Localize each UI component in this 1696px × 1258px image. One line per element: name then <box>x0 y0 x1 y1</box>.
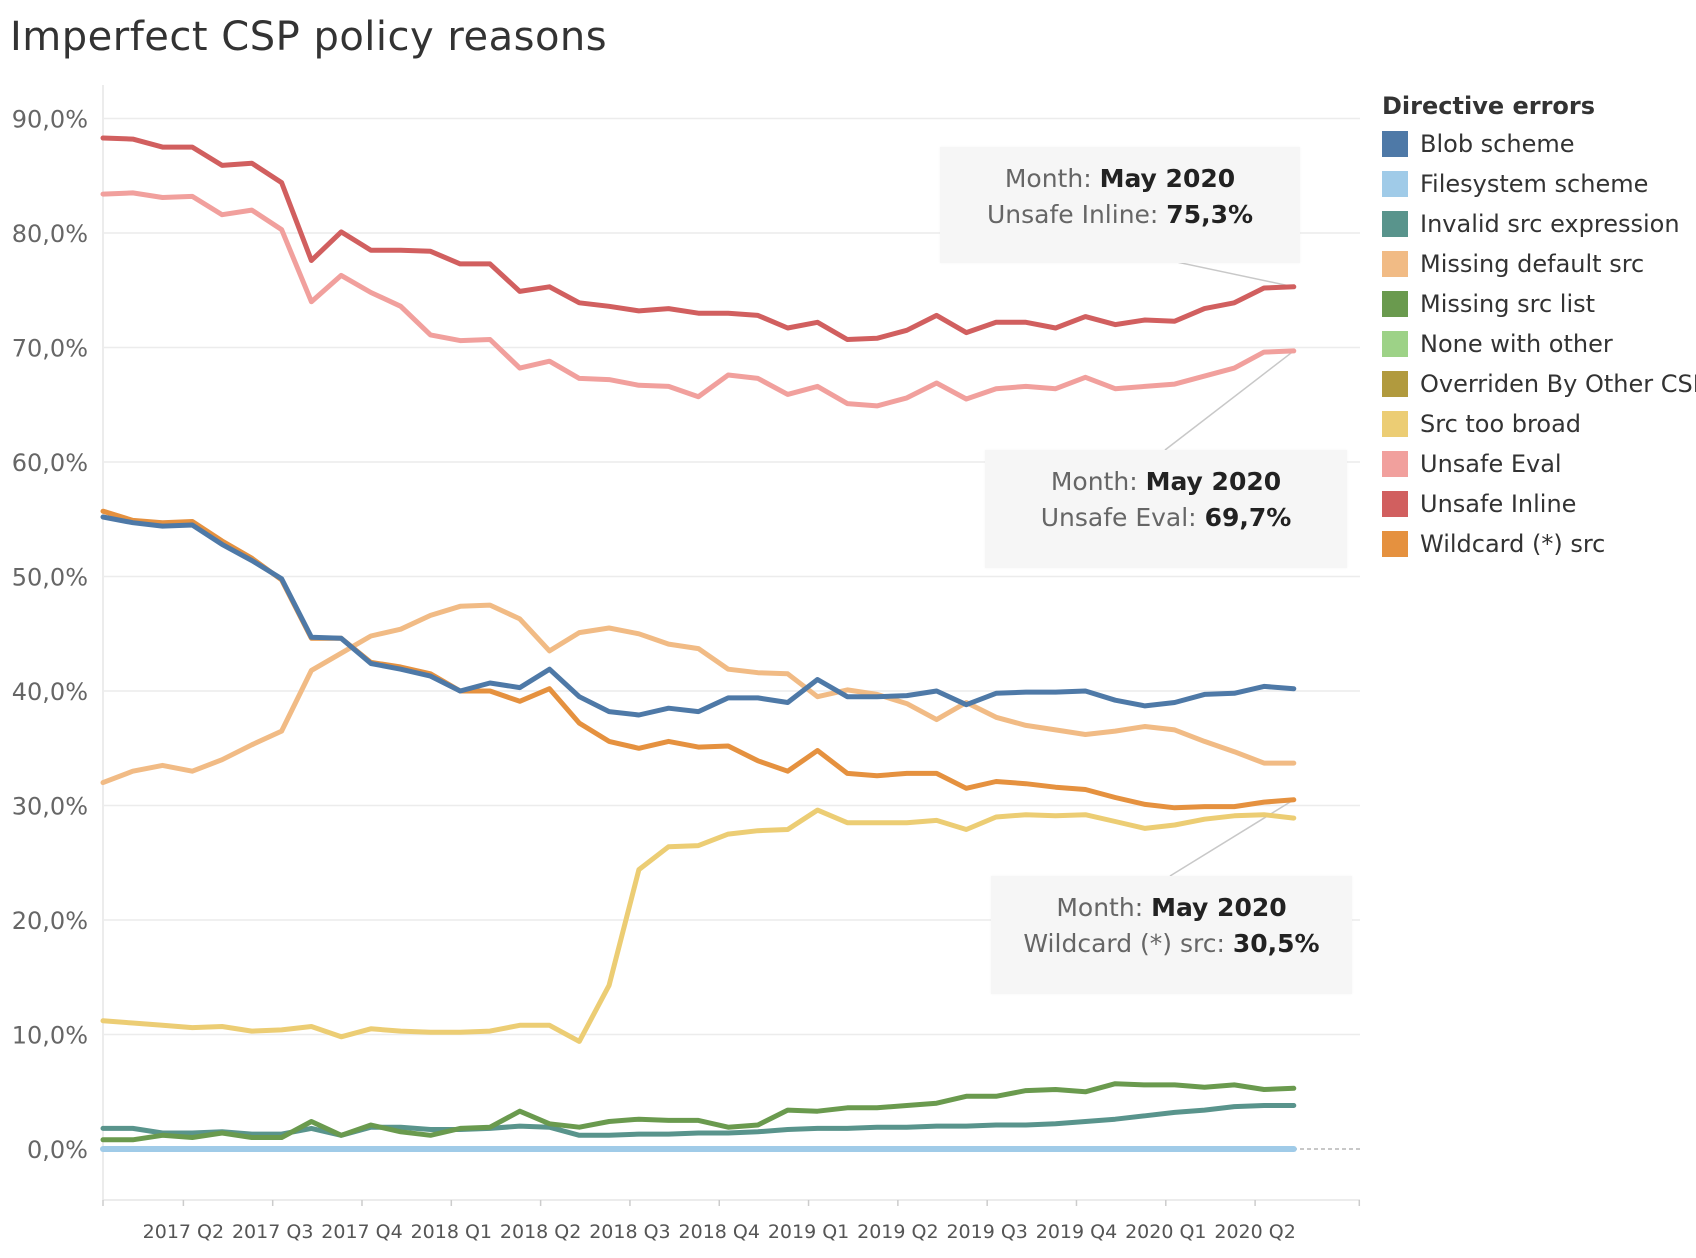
legend-swatch <box>1382 451 1408 477</box>
chart-title: Imperfect CSP policy reasons <box>10 14 608 60</box>
y-tick-label: 40,0% <box>12 678 88 706</box>
legend-label: Filesystem scheme <box>1420 170 1649 198</box>
y-tick-label: 0,0% <box>27 1136 88 1164</box>
legend-label: Missing default src <box>1420 250 1645 278</box>
series-line-missing-src-list <box>100 1081 1297 1143</box>
x-tick-label: 2018 Q3 <box>589 1221 670 1243</box>
legend-item[interactable]: Unsafe Inline <box>1382 484 1696 524</box>
x-tick-label: 2020 Q1 <box>1125 1221 1206 1243</box>
legend-item[interactable]: Overriden By Other CSP <box>1382 364 1696 404</box>
legend-swatch <box>1382 531 1408 557</box>
legend-label: Blob scheme <box>1420 130 1575 158</box>
line-chart: 0,0% 10,0% 20,0% 30,0% 40,0% 50,0% 60,0% 70,0% 8… <box>12 85 1361 1243</box>
x-tick-label: 2019 Q2 <box>857 1221 938 1243</box>
y-tick-label: 30,0% <box>12 793 88 821</box>
tooltip-series-label: Unsafe Eval: <box>1040 503 1197 532</box>
legend-item[interactable]: Src too broad <box>1382 404 1696 444</box>
y-tick-label: 20,0% <box>12 907 88 935</box>
tooltip-month-label: Month: <box>1004 164 1092 193</box>
legend-label: Src too broad <box>1420 410 1582 438</box>
x-tick-label: 2018 Q4 <box>679 1221 760 1243</box>
y-tick-label: 60,0% <box>12 449 88 477</box>
x-tick-label: 2017 Q3 <box>232 1221 313 1243</box>
x-tick-label: 2019 Q3 <box>946 1221 1027 1243</box>
legend-label: None with other <box>1420 330 1613 358</box>
y-tick-label: 70,0% <box>12 335 88 363</box>
series-line-invalid-src-expression <box>100 1103 1297 1138</box>
tooltip-value: 75,3% <box>1166 200 1254 229</box>
tooltip-month-label: Month: <box>1056 893 1144 922</box>
tooltip-month: May 2020 <box>1099 164 1236 193</box>
series-line-src-too-broad <box>100 807 1297 1044</box>
legend-item[interactable]: Wildcard (*) src <box>1382 524 1696 564</box>
legend-swatch <box>1382 371 1408 397</box>
legend-label: Missing src list <box>1420 290 1596 318</box>
series-line-blob-scheme <box>100 514 1297 718</box>
series-line-unsafe-eval <box>100 190 1297 409</box>
x-tick-label: 2019 Q1 <box>768 1221 849 1243</box>
legend-item[interactable]: None with other <box>1382 324 1696 364</box>
x-tick-label: 2018 Q1 <box>411 1221 492 1243</box>
legend-swatch <box>1382 211 1408 237</box>
legend-swatch <box>1382 171 1408 197</box>
legend-label: Overriden By Other CSP <box>1420 370 1696 398</box>
tooltip-value: 30,5% <box>1232 929 1320 958</box>
legend-swatch <box>1382 491 1408 517</box>
legend: Directive errors Blob scheme Filesystem s… <box>1382 92 1696 564</box>
legend-swatch <box>1382 331 1408 357</box>
legend-label: Invalid src expression <box>1420 210 1680 238</box>
legend-item[interactable]: Unsafe Eval <box>1382 444 1696 484</box>
tooltip-connector <box>1169 799 1295 877</box>
y-tick-label: 90,0% <box>12 106 88 134</box>
tooltip-value: 69,7% <box>1204 503 1292 532</box>
legend-item[interactable]: Missing src list <box>1382 284 1696 324</box>
legend-swatch <box>1382 251 1408 277</box>
x-tick-label: 2019 Q4 <box>1036 1221 1117 1243</box>
legend-item[interactable]: Blob scheme <box>1382 124 1696 164</box>
tooltip-wildcard-src: Month: May 2020 Wildcard (*) src: 30,5% <box>991 876 1352 994</box>
tooltip-series-label: Wildcard (*) src: <box>1023 929 1225 958</box>
legend-item[interactable]: Filesystem scheme <box>1382 164 1696 204</box>
legend-label: Wildcard (*) src <box>1420 530 1606 558</box>
tooltip-month: May 2020 <box>1151 893 1287 922</box>
tooltip-month-label: Month: <box>1050 467 1138 496</box>
legend-item[interactable]: Missing default src <box>1382 244 1696 284</box>
x-tick-label: 2018 Q2 <box>500 1221 581 1243</box>
y-tick-label: 80,0% <box>12 220 88 248</box>
y-tick-label: 10,0% <box>12 1022 88 1050</box>
legend-swatch <box>1382 291 1408 317</box>
x-tick-label: 2017 Q4 <box>321 1221 402 1243</box>
tooltip-connector <box>1164 350 1295 451</box>
legend-label: Unsafe Inline <box>1420 490 1577 518</box>
legend-swatch <box>1382 131 1408 157</box>
tooltip-unsafe-eval: Month: May 2020 Unsafe Eval: 69,7% <box>985 450 1347 568</box>
y-tick-label: 50,0% <box>12 564 88 592</box>
legend-title: Directive errors <box>1382 92 1596 120</box>
legend-item[interactable]: Invalid src expression <box>1382 204 1696 244</box>
x-tick-label: 2017 Q2 <box>143 1221 224 1243</box>
legend-swatch <box>1382 411 1408 437</box>
series-line-missing-default-src <box>100 602 1297 786</box>
series-line-unsafe-inline <box>100 135 1297 342</box>
legend-label: Unsafe Eval <box>1420 450 1562 478</box>
tooltip-month: May 2020 <box>1145 467 1282 496</box>
x-tick-label: 2020 Q2 <box>1214 1221 1295 1243</box>
tooltip-unsafe-inline: Month: May 2020 Unsafe Inline: 75,3% <box>940 147 1300 263</box>
tooltip-series-label: Unsafe Inline: <box>986 200 1159 229</box>
